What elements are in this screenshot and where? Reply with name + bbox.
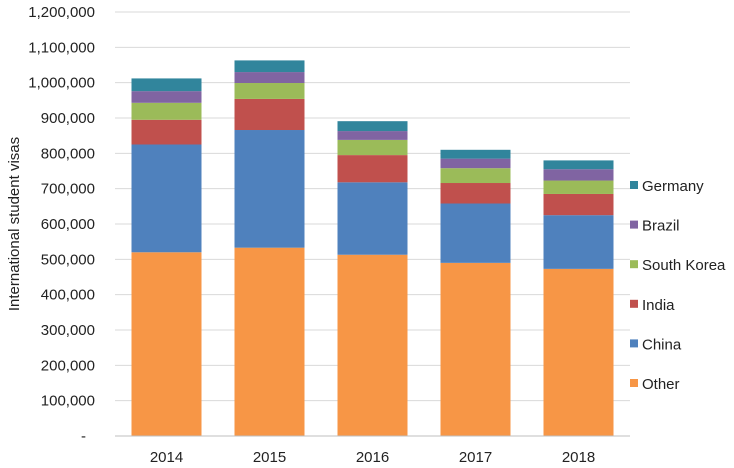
- bar-other-2014: [131, 252, 202, 436]
- x-tick-label: 2015: [253, 449, 286, 466]
- y-tick-label: 900,000: [41, 110, 95, 127]
- legend-label: South Korea: [642, 257, 726, 274]
- x-axis-ticks: 2014 2015 2016 2017 2018: [150, 449, 595, 466]
- legend-swatch-india: [630, 299, 638, 308]
- legend-swatch-germany: [630, 181, 638, 189]
- bar-germany-2015: [234, 60, 305, 73]
- y-tick-label: -: [81, 428, 86, 445]
- bar-brazil-2016: [337, 131, 408, 140]
- x-tick-label: 2018: [562, 449, 595, 466]
- y-tick-label: 300,000: [41, 322, 95, 339]
- x-tick-label: 2016: [356, 449, 389, 466]
- bar-south-korea-2016: [337, 139, 408, 156]
- bar-south-korea-2015: [234, 83, 305, 99]
- y-tick-label: 500,000: [41, 251, 95, 268]
- legend: Germany Brazil South Korea India China Other: [630, 178, 726, 393]
- bar-brazil-2018: [543, 169, 614, 181]
- y-tick-label: 700,000: [41, 181, 95, 198]
- legend-label: China: [642, 336, 682, 353]
- y-tick-label: 400,000: [41, 287, 95, 304]
- legend-swatch-brazil: [630, 220, 638, 229]
- bar-india-2017: [440, 183, 511, 204]
- y-tick-label: 600,000: [41, 216, 95, 233]
- bar-germany-2018: [543, 160, 614, 170]
- bar-india-2014: [131, 119, 202, 145]
- y-axis-label: International student visas: [6, 137, 23, 311]
- bar-china-2018: [543, 215, 614, 269]
- bar-china-2017: [440, 203, 511, 263]
- y-axis-ticks: - 100,000 200,000 300,000 400,000 500,000 600,…: [28, 4, 95, 445]
- y-tick-label: 1,000,000: [28, 75, 95, 92]
- bar-india-2018: [543, 193, 614, 216]
- y-tick-label: 1,200,000: [28, 4, 95, 21]
- bar-china-2014: [131, 144, 202, 253]
- x-tick-label: 2014: [150, 449, 183, 466]
- bar-brazil-2014: [131, 91, 202, 103]
- legend-swatch-china: [630, 339, 638, 348]
- bar-other-2015: [234, 247, 305, 436]
- bar-other-2017: [440, 262, 511, 436]
- legend-label: Other: [642, 376, 680, 393]
- y-tick-label: 800,000: [41, 145, 95, 162]
- bar-china-2016: [337, 182, 408, 255]
- y-tick-label: 1,100,000: [28, 39, 95, 56]
- bar-south-korea-2017: [440, 168, 511, 184]
- y-tick-label: 100,000: [41, 393, 95, 410]
- legend-label: Brazil: [642, 218, 680, 235]
- bar-brazil-2017: [440, 158, 511, 169]
- legend-label: India: [642, 297, 675, 314]
- bar-south-korea-2018: [543, 180, 614, 194]
- bar-brazil-2015: [234, 72, 305, 84]
- bars: [131, 60, 614, 436]
- x-tick-label: 2017: [459, 449, 492, 466]
- bar-south-korea-2014: [131, 102, 202, 120]
- bar-other-2016: [337, 254, 408, 436]
- bar-germany-2016: [337, 121, 408, 132]
- legend-label: Germany: [642, 178, 704, 195]
- bar-germany-2014: [131, 78, 202, 92]
- legend-swatch-south-korea: [630, 260, 638, 269]
- bar-india-2016: [337, 155, 408, 183]
- bar-india-2015: [234, 98, 305, 131]
- bar-china-2015: [234, 130, 305, 248]
- bar-other-2018: [543, 268, 614, 436]
- legend-swatch-other: [630, 379, 638, 387]
- bar-germany-2017: [440, 149, 511, 159]
- y-tick-label: 200,000: [41, 357, 95, 374]
